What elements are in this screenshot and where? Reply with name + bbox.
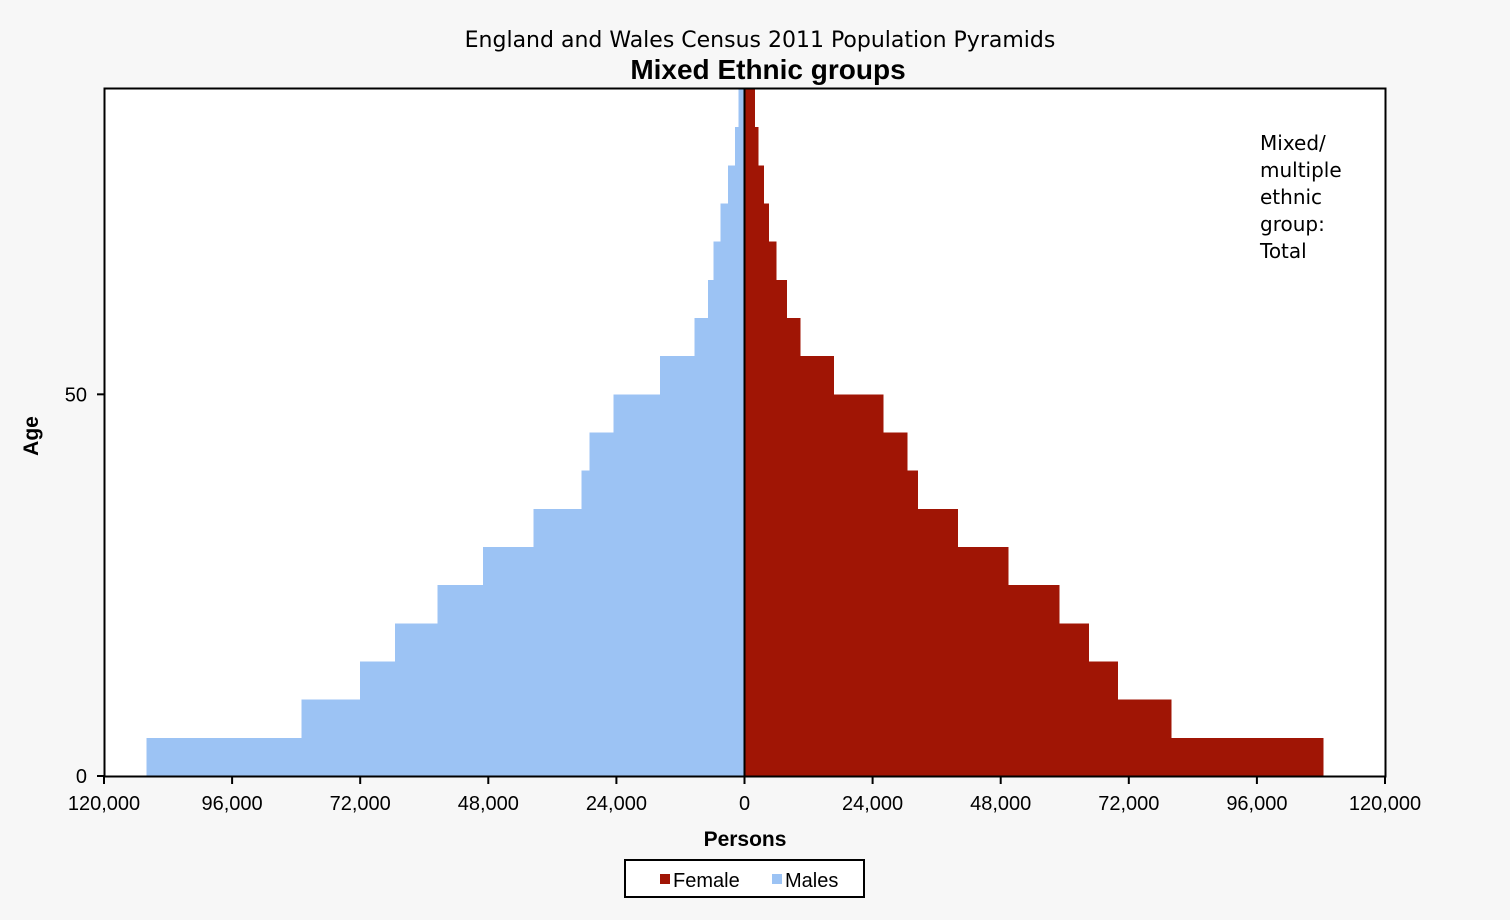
- legend-swatch-female: [660, 874, 670, 884]
- legend-label-female: Female: [673, 870, 740, 892]
- female-bar-45-49: [744, 394, 884, 433]
- male-bar-55-59: [694, 318, 745, 357]
- male-bar-35-39: [581, 470, 745, 509]
- legend: Female Males: [624, 859, 865, 898]
- x-tick-label: 72,000: [1098, 793, 1159, 815]
- female-bar-35-39: [744, 470, 918, 509]
- y-axis: 0 50: [65, 384, 105, 788]
- x-tick-label: 96,000: [202, 793, 263, 815]
- male-bar-60-64: [708, 279, 745, 318]
- male-bar-40-44: [589, 432, 745, 471]
- male-bar-75-79: [727, 165, 745, 204]
- x-tick-label: 120,000: [1349, 793, 1421, 815]
- x-tick-label: 24,000: [842, 793, 903, 815]
- chart-title: Mixed Ethnic groups: [630, 54, 905, 85]
- annotation-line: Mixed/: [1260, 131, 1326, 155]
- female-bar-15-19: [744, 623, 1089, 662]
- annotation-line: group:: [1260, 212, 1325, 236]
- male-bar-10-14: [360, 661, 745, 700]
- annotation-line: multiple: [1260, 158, 1342, 182]
- female-bar-70-74: [744, 203, 770, 242]
- female-bar-40-44: [744, 432, 908, 471]
- female-bar-80-84: [744, 127, 759, 166]
- male-bar-85-89: [738, 89, 745, 128]
- x-tick-label: 48,000: [458, 793, 519, 815]
- annotation-line: ethnic: [1260, 185, 1322, 209]
- male-bars: [146, 89, 745, 776]
- male-bar-5-9: [301, 699, 745, 738]
- series-annotation: Mixed/ multiple ethnic group: Total: [1259, 131, 1348, 263]
- male-bar-20-24: [437, 585, 745, 624]
- x-axis-label: Persons: [704, 828, 787, 851]
- female-bar-10-14: [744, 661, 1119, 700]
- x-tick-label: 0: [739, 793, 750, 815]
- female-bar-75-79: [744, 165, 765, 204]
- x-tick-label: 24,000: [586, 793, 647, 815]
- legend-swatch-males: [772, 874, 782, 884]
- female-bar-0-4: [744, 737, 1324, 776]
- y-axis-label: Age: [20, 416, 43, 456]
- female-bar-60-64: [744, 279, 788, 318]
- female-bars: [744, 89, 1324, 776]
- male-bar-70-74: [720, 203, 745, 242]
- male-bar-50-54: [660, 356, 745, 395]
- male-bar-65-69: [713, 241, 745, 280]
- male-bar-15-19: [394, 623, 745, 662]
- x-tick-label: 120,000: [68, 793, 140, 815]
- x-tick-label: 72,000: [330, 793, 391, 815]
- female-bar-65-69: [744, 241, 777, 280]
- y-tick-label: 0: [76, 766, 87, 788]
- male-bar-45-49: [613, 394, 745, 433]
- male-bar-30-34: [533, 508, 745, 547]
- female-bar-5-9: [744, 699, 1172, 738]
- female-bar-55-59: [744, 318, 801, 357]
- x-axis: 120,000 96,000 72,000 48,000 24,000 0 24,000 48…: [68, 776, 1421, 815]
- male-bar-25-29: [482, 547, 745, 586]
- male-bar-0-4: [146, 737, 745, 776]
- female-bar-25-29: [744, 547, 1009, 586]
- female-bar-20-24: [744, 585, 1060, 624]
- y-tick-label: 50: [65, 384, 87, 406]
- x-tick-label: 96,000: [1226, 793, 1287, 815]
- legend-label-males: Males: [785, 870, 838, 892]
- annotation-line: Total: [1259, 239, 1307, 263]
- female-bar-30-34: [744, 508, 958, 547]
- chart-supertitle: England and Wales Census 2011 Population…: [465, 28, 1056, 53]
- male-bar-80-84: [734, 127, 745, 166]
- female-bar-50-54: [744, 356, 835, 395]
- female-bar-85-89: [744, 89, 756, 128]
- x-tick-label: 48,000: [970, 793, 1031, 815]
